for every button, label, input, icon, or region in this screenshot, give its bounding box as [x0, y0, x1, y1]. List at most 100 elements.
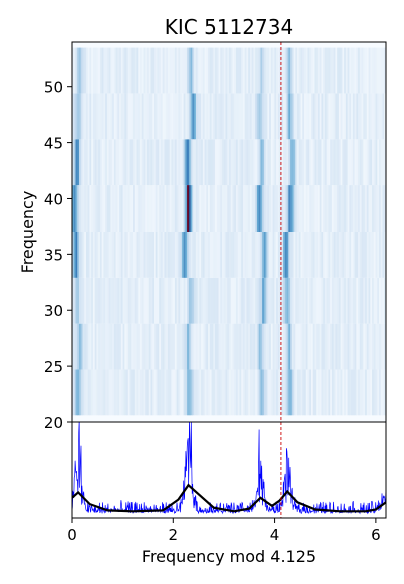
- heatmap-cell: [194, 323, 197, 370]
- heatmap-cell: [298, 277, 301, 324]
- heatmap-cell: [204, 139, 207, 186]
- heatmap-cell: [340, 232, 343, 278]
- heatmap-cell: [298, 185, 301, 232]
- heatmap-cell: [358, 232, 361, 278]
- heatmap-cell: [159, 369, 162, 416]
- heatmap-cell: [248, 93, 251, 140]
- heatmap-cell: [293, 93, 296, 140]
- heatmap-cell: [232, 369, 235, 416]
- heatmap-cell: [317, 277, 321, 324]
- heatmap-cell: [131, 139, 134, 186]
- heatmap-cell: [338, 232, 342, 278]
- heatmap-cell: [204, 323, 207, 370]
- heatmap-cell: [375, 232, 378, 278]
- heatmap-cell: [208, 93, 211, 140]
- heatmap-cell: [263, 277, 267, 324]
- heatmap-cell: [330, 139, 333, 186]
- heatmap-cell: [145, 93, 148, 140]
- heatmap-cell: [204, 185, 207, 232]
- heatmap-cell: [358, 369, 361, 416]
- heatmap-cell: [258, 323, 261, 370]
- heatmap-cell: [183, 185, 186, 232]
- heatmap-cell: [148, 47, 151, 94]
- chart-title: KIC 5112734: [165, 15, 293, 39]
- heatmap-cell: [276, 47, 279, 94]
- heatmap-cell: [157, 47, 160, 94]
- heatmap-cell: [167, 185, 171, 232]
- heatmap-cell: [307, 277, 310, 324]
- heatmap-cell: [80, 232, 83, 278]
- y-tick-label: 45: [44, 135, 63, 153]
- heatmap-cell: [206, 47, 209, 94]
- heatmap-cell: [141, 232, 144, 278]
- heatmap-cell: [113, 47, 117, 94]
- heatmap-cell: [162, 369, 165, 416]
- heatmap-cell: [164, 93, 167, 140]
- heatmap-cell: [99, 323, 103, 370]
- heatmap-cell: [290, 277, 293, 324]
- heatmap-cell: [75, 277, 78, 324]
- heatmap-cell: [120, 232, 123, 278]
- heatmap-cell: [218, 369, 221, 416]
- heatmap-cell: [133, 47, 136, 94]
- x-axis-label: Frequency mod 4.125: [142, 547, 316, 566]
- heatmap-cell: [284, 47, 287, 94]
- heatmap-cell: [134, 185, 137, 232]
- heatmap-cell: [356, 232, 359, 278]
- heatmap-cell: [185, 277, 188, 324]
- heatmap-cell: [157, 185, 160, 232]
- heatmap-cell: [380, 47, 383, 94]
- heatmap-cell: [215, 277, 218, 324]
- heatmap-cell: [295, 47, 298, 94]
- heatmap-cell: [234, 185, 237, 232]
- heatmap-cell: [370, 232, 373, 278]
- heatmap-cell: [307, 93, 310, 140]
- heatmap-cell: [122, 139, 125, 186]
- heatmap-cell: [304, 139, 307, 186]
- heatmap-cell: [220, 369, 223, 416]
- heatmap-cell: [269, 47, 272, 94]
- heatmap-cell: [258, 232, 261, 278]
- heatmap-cell: [323, 185, 326, 232]
- heatmap-cell: [310, 323, 314, 370]
- heatmap-cell: [237, 185, 240, 232]
- heatmap-cell: [120, 93, 123, 140]
- heatmap-cell: [267, 93, 270, 140]
- heatmap-cell: [253, 93, 256, 140]
- heatmap-cell: [328, 369, 331, 416]
- heatmap-cell: [80, 185, 83, 232]
- heatmap-cell: [101, 185, 104, 232]
- heatmap-cell: [372, 47, 375, 94]
- heatmap-cell: [239, 139, 242, 186]
- heatmap-cell: [119, 232, 122, 278]
- heatmap-cell: [120, 47, 123, 94]
- heatmap-cell: [269, 323, 272, 370]
- heatmap-cell: [131, 232, 134, 278]
- heatmap-cell: [230, 47, 233, 94]
- heatmap-cell: [211, 232, 214, 278]
- heatmap-cell: [237, 139, 240, 186]
- heatmap-cell: [87, 93, 90, 140]
- heatmap-cell: [314, 185, 317, 232]
- heatmap-cell: [312, 185, 315, 232]
- heatmap-cell: [235, 139, 239, 186]
- heatmap-cell: [169, 369, 172, 416]
- heatmap-cell: [297, 47, 300, 94]
- heatmap-cell: [82, 93, 85, 140]
- heatmap-cell: [333, 47, 336, 94]
- heatmap-cell: [145, 277, 148, 324]
- heatmap-cell: [335, 277, 338, 324]
- heatmap-cell: [380, 93, 383, 140]
- heatmap-cell: [248, 277, 251, 324]
- heatmap-cell: [152, 369, 155, 416]
- heatmap-cell: [345, 323, 349, 370]
- heatmap-cell: [152, 47, 155, 94]
- heatmap-cell: [359, 369, 362, 416]
- heatmap-cell: [84, 277, 87, 324]
- heatmap-cell: [138, 232, 141, 278]
- heatmap-cell: [300, 369, 303, 416]
- heatmap-cell: [171, 185, 174, 232]
- heatmap-cell: [321, 323, 324, 370]
- heatmap-cell: [209, 232, 212, 278]
- heatmap-cell: [82, 323, 85, 370]
